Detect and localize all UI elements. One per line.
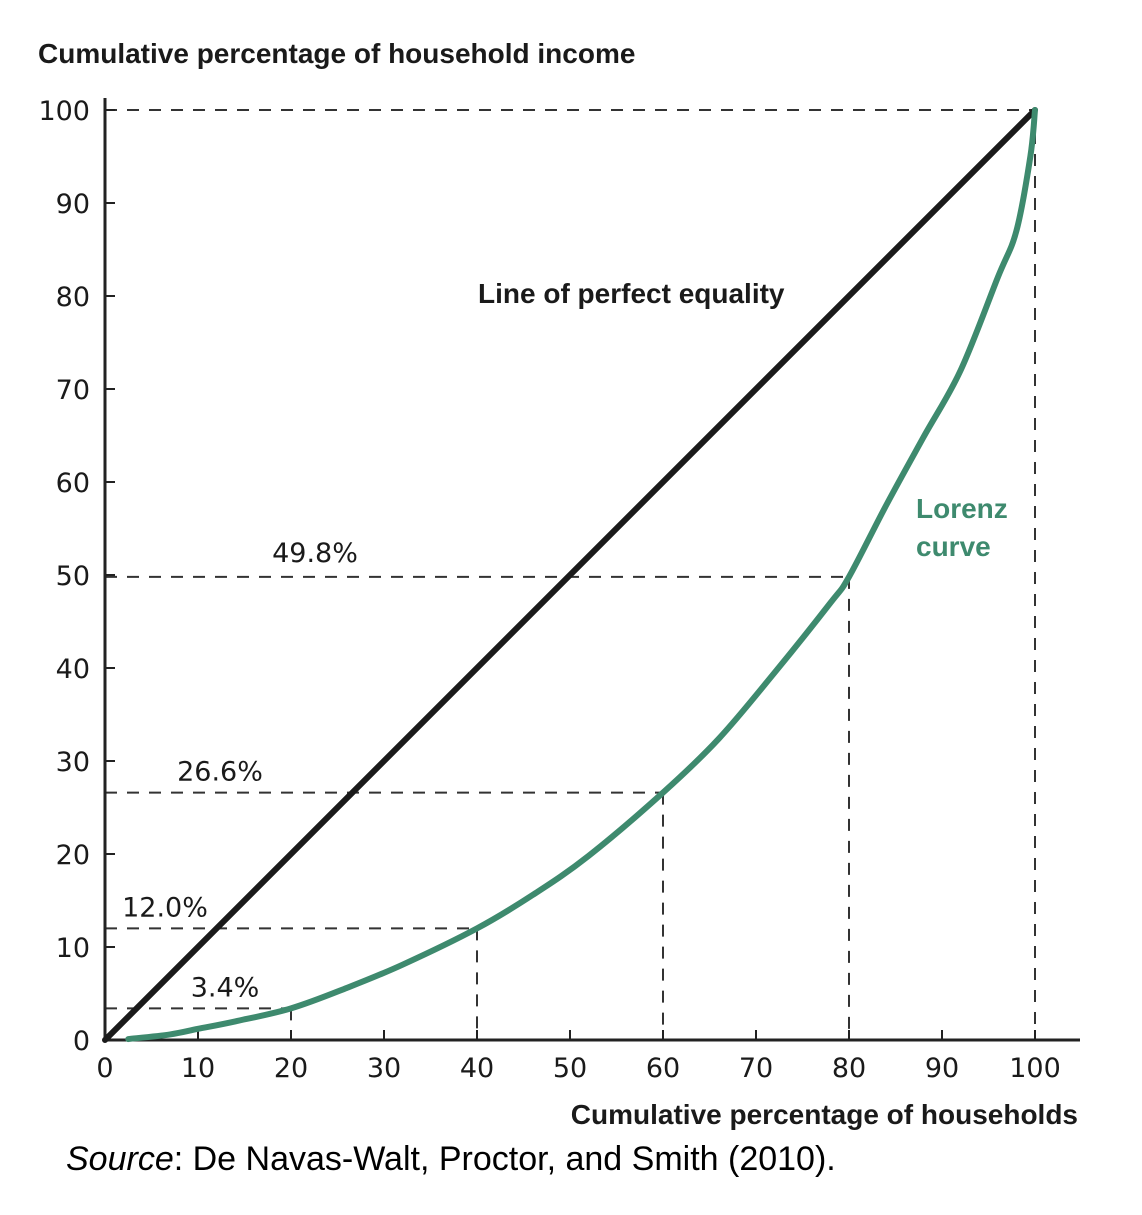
x-axis-title: Cumulative percentage of households xyxy=(571,1099,1078,1130)
equality-line-label: Line of perfect equality xyxy=(478,278,785,309)
y-tick-label: 80 xyxy=(56,282,90,313)
x-tick-label: 40 xyxy=(460,1053,494,1084)
y-tick-label: 70 xyxy=(56,375,90,406)
x-tick-label: 90 xyxy=(925,1053,959,1084)
y-tick-label: 0 xyxy=(73,1026,90,1057)
series-layer xyxy=(102,107,1038,1043)
source-text: : De Navas-Walt, Proctor, and Smith (201… xyxy=(173,1140,836,1178)
source-prefix: Source xyxy=(66,1140,174,1178)
point-value-label: 26.6% xyxy=(177,757,263,788)
y-tick-label: 90 xyxy=(56,189,90,220)
x-tick-label: 0 xyxy=(96,1053,113,1084)
point-labels: 3.4% 12.0% 26.6% 49.8% xyxy=(122,538,358,1004)
x-tick-label: 50 xyxy=(553,1053,587,1084)
x-tick-label: 10 xyxy=(181,1053,215,1084)
y-tick-label: 30 xyxy=(56,747,90,778)
source-note: Source: De Navas-Walt, Proctor, and Smit… xyxy=(66,1140,836,1179)
point-value-label: 3.4% xyxy=(191,972,260,1003)
point-value-label: 12.0% xyxy=(122,892,208,923)
lorenz-curve xyxy=(125,107,1038,1043)
lorenz-curve-label-line1: Lorenz xyxy=(916,493,1008,524)
y-axis-title: Cumulative percentage of household incom… xyxy=(38,38,635,69)
x-tick-label: 100 xyxy=(1009,1053,1061,1084)
y-tick-label: 60 xyxy=(56,468,90,499)
point-value-label: 49.8% xyxy=(272,538,358,569)
y-tick-label: 100 xyxy=(38,96,90,127)
x-tick-label: 70 xyxy=(739,1053,773,1084)
axes xyxy=(103,98,1080,1042)
x-tick-label: 20 xyxy=(274,1053,308,1084)
equality-line xyxy=(102,107,1038,1043)
x-tick-label: 80 xyxy=(832,1053,866,1084)
lorenz-curve-label-line2: curve xyxy=(916,531,991,562)
y-tick-label: 10 xyxy=(56,933,90,964)
lorenz-chart: 0 10 20 30 40 50 60 70 80 90 100 0 10 20 30 40 50 60 70 80 9… xyxy=(38,38,1080,1130)
y-tick-label: 50 xyxy=(56,561,90,592)
axis-ticks: 0 10 20 30 40 50 60 70 80 90 100 0 10 20 30 40 50 60 70 80 9… xyxy=(38,96,1060,1084)
x-tick-label: 30 xyxy=(367,1053,401,1084)
x-tick-label: 60 xyxy=(646,1053,680,1084)
guide-lines xyxy=(105,109,1036,1040)
y-tick-label: 20 xyxy=(56,840,90,871)
y-tick-label: 40 xyxy=(56,654,90,685)
